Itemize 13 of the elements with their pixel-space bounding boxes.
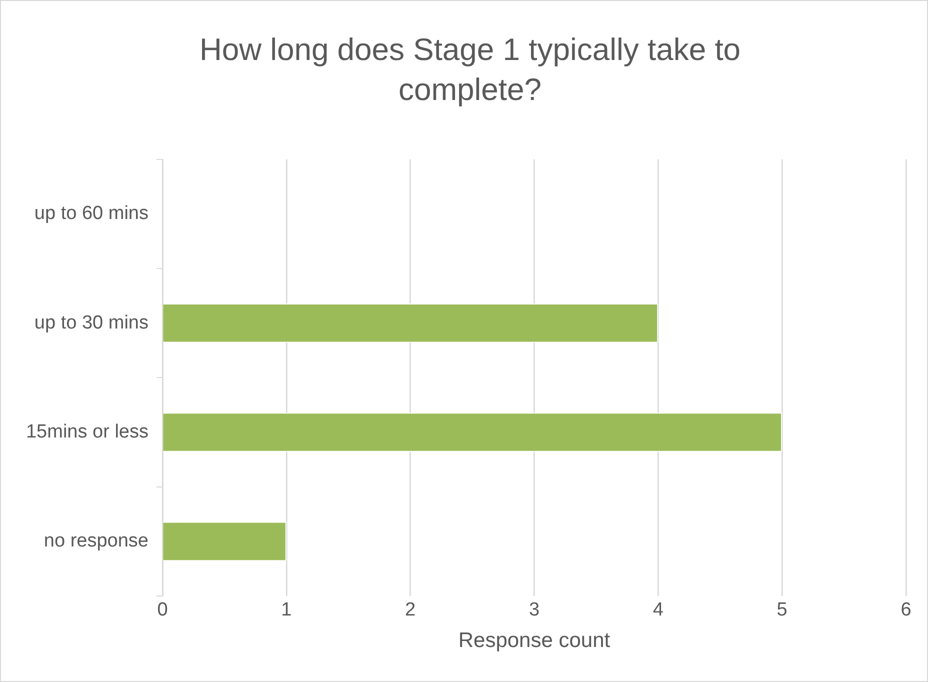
y-tick-label: up to 30 mins — [34, 312, 148, 334]
y-tick-label: no response — [44, 530, 148, 552]
chart-title: How long does Stage 1 typically take to complete? — [198, 31, 742, 109]
x-tick-label: 1 — [281, 600, 292, 621]
x-tick-label: 0 — [157, 600, 168, 621]
x-tick-label: 4 — [652, 600, 664, 621]
x-axis-title: Response count — [458, 629, 610, 652]
y-tick-label: 15mins or less — [26, 422, 148, 443]
x-tick-label: 2 — [405, 600, 416, 621]
x-tick-label: 3 — [528, 600, 540, 621]
x-tick-label: 5 — [776, 600, 788, 621]
x-tick-label: 6 — [900, 600, 912, 621]
y-tick-label: up to 60 mins — [34, 203, 148, 224]
